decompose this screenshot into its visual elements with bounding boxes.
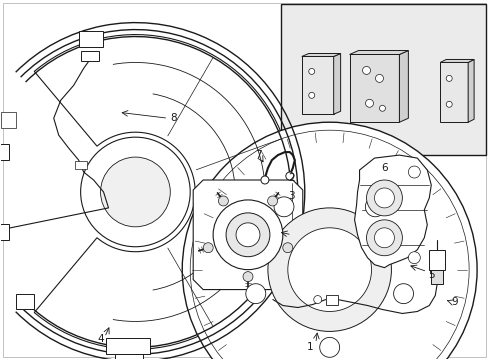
Circle shape (366, 220, 402, 256)
Circle shape (446, 101, 451, 107)
Polygon shape (333, 54, 340, 114)
Polygon shape (79, 31, 102, 46)
Polygon shape (81, 51, 99, 62)
Circle shape (365, 99, 373, 107)
Circle shape (101, 157, 170, 227)
Circle shape (446, 75, 451, 81)
Circle shape (379, 105, 385, 111)
Text: 9: 9 (451, 297, 458, 306)
Polygon shape (115, 354, 143, 360)
Circle shape (362, 67, 370, 75)
Text: 8: 8 (170, 113, 176, 123)
Circle shape (243, 272, 252, 282)
Circle shape (319, 337, 339, 357)
Circle shape (267, 208, 390, 332)
Circle shape (203, 243, 213, 253)
Text: 1: 1 (306, 342, 312, 352)
Polygon shape (399, 50, 407, 122)
Polygon shape (428, 250, 444, 270)
Circle shape (407, 252, 420, 264)
Circle shape (313, 296, 321, 303)
Text: 4: 4 (97, 334, 103, 345)
Polygon shape (34, 35, 292, 349)
Circle shape (267, 196, 277, 206)
Polygon shape (75, 161, 86, 169)
Text: 5: 5 (427, 270, 434, 280)
Circle shape (190, 130, 468, 360)
Polygon shape (16, 293, 34, 310)
Circle shape (287, 228, 371, 311)
Polygon shape (439, 62, 467, 122)
Circle shape (245, 284, 265, 303)
Circle shape (218, 196, 228, 206)
Circle shape (225, 213, 269, 257)
Polygon shape (0, 224, 9, 240)
Text: 6: 6 (380, 163, 387, 173)
Circle shape (81, 137, 190, 247)
Bar (280, 4, 485, 155)
Circle shape (236, 223, 260, 247)
Circle shape (308, 92, 314, 98)
Polygon shape (430, 270, 442, 284)
Circle shape (375, 75, 383, 82)
Circle shape (374, 188, 394, 208)
Circle shape (282, 243, 292, 253)
Text: 2: 2 (288, 173, 295, 183)
Polygon shape (193, 180, 302, 289)
Circle shape (407, 166, 420, 178)
Polygon shape (105, 338, 150, 354)
Circle shape (261, 176, 268, 184)
Circle shape (213, 200, 282, 270)
Circle shape (366, 180, 402, 216)
Circle shape (308, 68, 314, 75)
Polygon shape (1, 112, 16, 128)
Circle shape (365, 197, 385, 217)
Polygon shape (0, 144, 9, 160)
Circle shape (273, 197, 293, 217)
Circle shape (393, 284, 413, 303)
Circle shape (374, 228, 394, 248)
Text: 3: 3 (288, 191, 295, 201)
Circle shape (182, 122, 476, 360)
Polygon shape (354, 155, 430, 268)
Circle shape (285, 172, 293, 180)
Polygon shape (467, 59, 473, 122)
Polygon shape (349, 50, 407, 54)
Polygon shape (349, 54, 399, 122)
Text: 7: 7 (254, 150, 261, 160)
Polygon shape (325, 294, 337, 305)
Polygon shape (301, 57, 333, 114)
Polygon shape (439, 59, 473, 62)
Polygon shape (301, 54, 340, 57)
